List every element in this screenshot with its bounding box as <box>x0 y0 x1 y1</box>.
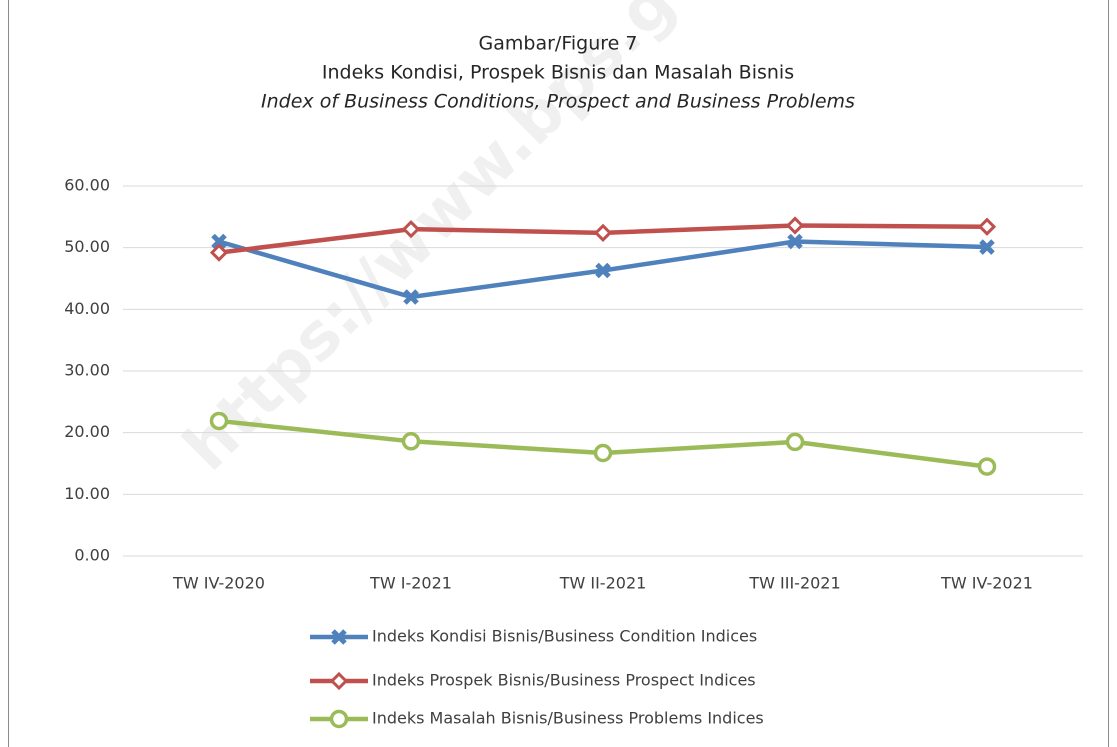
marker <box>977 217 997 236</box>
marker <box>593 443 613 463</box>
x-tick-label: TW III-2021 <box>748 574 840 593</box>
marker <box>211 233 227 250</box>
chart-frame <box>8 0 1109 747</box>
marker <box>593 223 613 242</box>
x-tick-label: TW I-2021 <box>369 574 452 593</box>
marker <box>977 457 997 476</box>
marker <box>785 432 805 452</box>
x-tick-label: TW II-2021 <box>559 574 647 593</box>
y-tick-label: 30.00 <box>64 361 110 380</box>
legend-label: Indeks Prospek Bisnis/Business Prospect … <box>372 671 756 690</box>
chart-subtitle: Indeks Kondisi, Prospek Bisnis dan Masal… <box>322 62 794 84</box>
marker <box>209 411 229 431</box>
marker <box>401 432 421 451</box>
y-tick-label: 10.00 <box>64 484 110 503</box>
marker <box>787 233 803 250</box>
y-tick-label: 50.00 <box>64 237 110 256</box>
y-tick-label: 20.00 <box>64 422 110 441</box>
marker <box>403 289 419 305</box>
marker <box>979 239 995 255</box>
legend-marker <box>331 629 347 645</box>
legend-marker <box>329 671 349 691</box>
marker <box>595 262 611 279</box>
legend-label: Indeks Masalah Bisnis/Business Problems … <box>372 709 764 728</box>
y-tick-label: 40.00 <box>64 299 110 318</box>
x-tick-label: TW IV-2020 <box>172 574 265 593</box>
x-tick-label: TW IV-2021 <box>940 574 1033 593</box>
marker <box>209 243 229 262</box>
legend-label: Indeks Kondisi Bisnis/Business Condition… <box>372 627 757 646</box>
y-tick-label: 60.00 <box>64 176 110 195</box>
y-tick-label: 0.00 <box>74 546 110 565</box>
chart-title: Gambar/Figure 7 <box>479 33 638 55</box>
legend-marker <box>329 709 349 729</box>
marker <box>401 220 421 239</box>
marker <box>785 216 805 235</box>
chart-subtitle: Index of Business Conditions, Prospect a… <box>261 91 855 113</box>
